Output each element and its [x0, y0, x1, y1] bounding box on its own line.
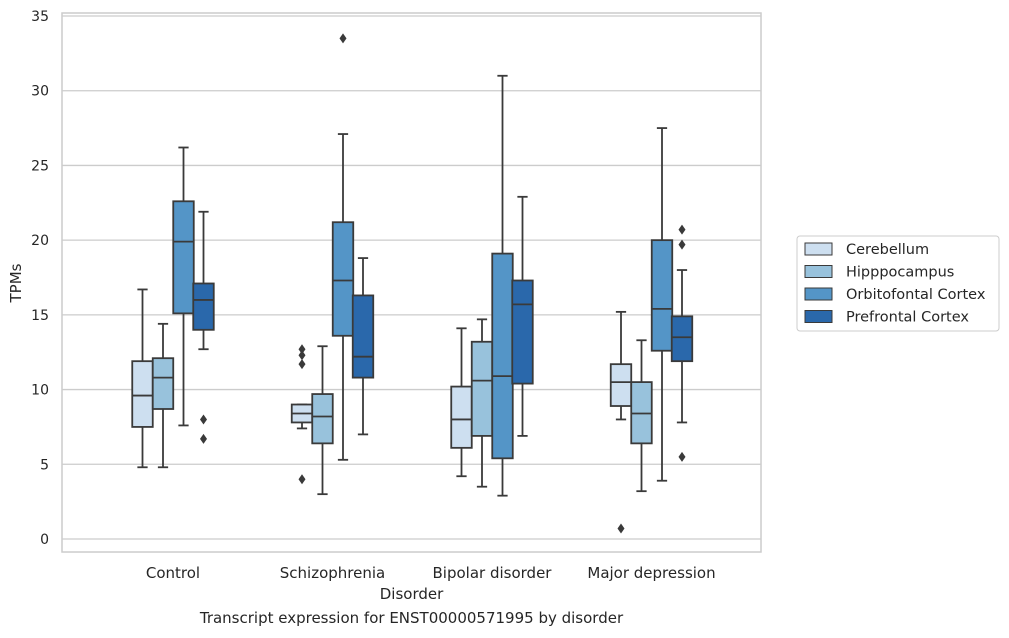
plot-frame — [61, 12, 762, 553]
box-group — [331, 33, 355, 461]
legend: Cerebellum Hipppocampus Orbitofontal Corte… — [796, 235, 1000, 332]
box-iqr — [511, 279, 534, 385]
box-group — [311, 345, 334, 496]
y-tick-label: 5 — [40, 457, 49, 473]
box-iqr — [172, 200, 195, 315]
figure-caption: Transcript expression for ENST0000057199… — [199, 609, 624, 627]
y-axis-label: TPMs — [7, 263, 25, 303]
outlier-point — [298, 350, 306, 361]
legend-swatch — [804, 242, 833, 256]
y-tick-label: 20 — [31, 233, 49, 249]
outlier-point — [298, 474, 306, 485]
box-group — [609, 310, 633, 534]
box-group — [491, 74, 514, 497]
box-group — [650, 127, 674, 482]
box-group — [351, 257, 375, 436]
y-tick-label: 15 — [31, 308, 49, 324]
outlier-point — [678, 451, 686, 462]
outlier-point — [200, 433, 207, 444]
legend-frame — [796, 235, 1000, 332]
outlier-point — [678, 224, 686, 235]
box-group — [470, 318, 494, 488]
legend-label: Prefrontal Cortex — [846, 310, 969, 326]
outlier-point — [339, 33, 347, 44]
y-tick-labels: 0 5 10 15 20 25 30 35 — [31, 9, 49, 548]
y-tick-label: 0 — [40, 532, 49, 548]
x-axis-label: Disorder — [380, 585, 444, 603]
box-group — [450, 327, 473, 478]
box-iqr — [311, 393, 334, 445]
box-iqr — [351, 294, 375, 379]
y-tick-label: 30 — [31, 84, 49, 100]
legend-label: Orbitofontal Cortex — [846, 287, 986, 303]
box-iqr — [131, 360, 154, 428]
box-iqr — [470, 340, 494, 437]
box-group — [131, 288, 154, 469]
box-group — [192, 210, 215, 444]
box-iqr — [491, 252, 514, 460]
box-group — [290, 344, 314, 485]
box-group — [172, 146, 195, 427]
box-iqr — [192, 282, 215, 331]
x-tick-labels: Control Schizophrenia Bipolar disorder Majo… — [146, 564, 716, 582]
y-tick-label: 35 — [31, 9, 49, 25]
box-group — [511, 195, 534, 437]
box-iqr — [670, 315, 694, 363]
box-group — [630, 339, 653, 493]
box-group — [670, 224, 694, 462]
legend-swatch — [804, 287, 833, 301]
outlier-point — [298, 359, 306, 370]
box-group — [151, 322, 175, 469]
x-tick-label: Control — [146, 564, 200, 582]
box-iqr — [331, 221, 355, 337]
outlier-point — [678, 239, 686, 250]
boxes — [131, 33, 694, 534]
y-tick-label: 10 — [31, 383, 49, 399]
box-iqr — [151, 357, 175, 410]
x-tick-label: Bipolar disorder — [433, 564, 553, 582]
legend-swatch — [804, 310, 833, 323]
y-tick-label: 25 — [31, 158, 49, 174]
outlier-point — [200, 414, 207, 425]
outlier-point — [617, 523, 625, 534]
box-iqr — [450, 385, 473, 449]
box-iqr — [650, 239, 674, 352]
outlier-point — [298, 344, 306, 355]
box-iqr — [609, 363, 633, 407]
x-tick-label: Schizophrenia — [280, 564, 385, 582]
x-tick-label: Major depression — [587, 564, 715, 582]
legend-swatch — [804, 265, 833, 278]
legend-label: Cerebellum — [846, 242, 929, 258]
legend-label: Hipppocampus — [846, 265, 954, 281]
